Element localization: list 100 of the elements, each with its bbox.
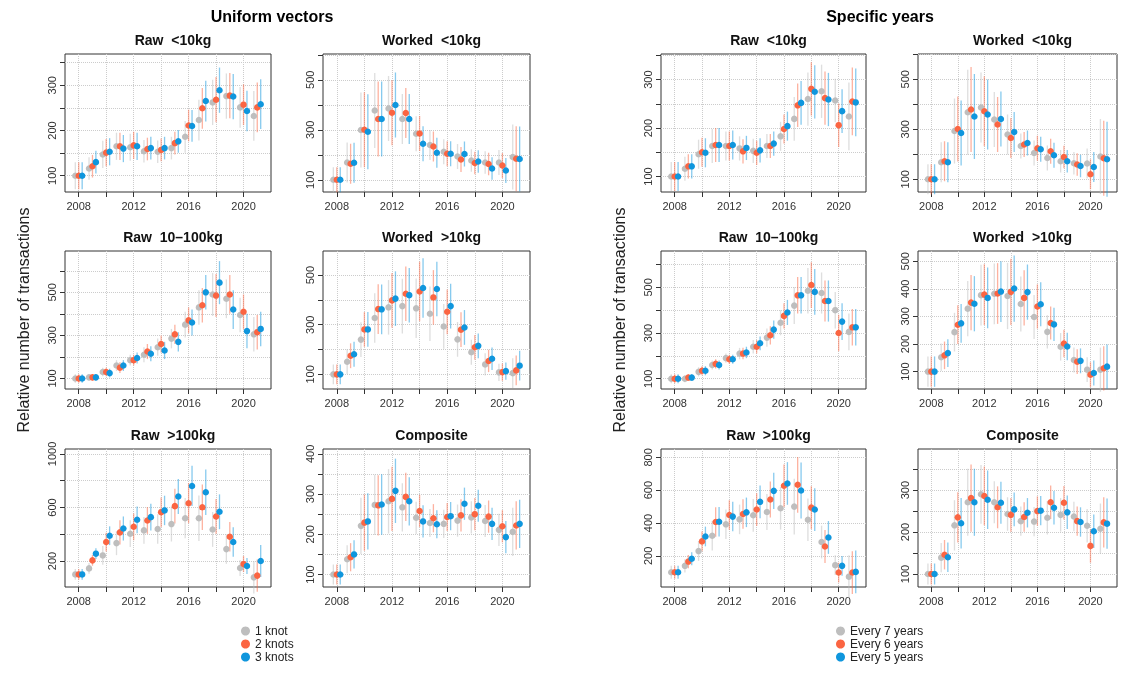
x-tick-label: 2012 <box>717 199 742 212</box>
chart-title: Raw >100kg <box>726 427 811 443</box>
y-tick-label: 300 <box>303 315 316 334</box>
text: Uniform vectors <box>210 8 334 26</box>
legend-label: 3 knots <box>255 650 294 664</box>
chart-title: Worked <10kg <box>382 32 481 48</box>
x-tick-label: 2008 <box>919 396 944 409</box>
chart-title: Worked <10kg <box>973 32 1072 48</box>
y-tick-label: 400 <box>303 444 316 464</box>
x-tick-label: 2008 <box>324 396 350 409</box>
y-tick-label: 200 <box>641 546 654 565</box>
x-tick-label: 2008 <box>66 396 91 409</box>
x-tick-label: 2020 <box>490 594 515 607</box>
y-tick-label: 500 <box>641 278 654 297</box>
x-tick-label: 2020 <box>1078 594 1103 607</box>
chart-title: Worked >10kg <box>973 229 1072 245</box>
x-tick-label: 2012 <box>379 199 405 212</box>
x-tick-label: 2012 <box>379 396 405 409</box>
y-tick-label: 300 <box>898 120 911 139</box>
y-axis-title: Relative number of transactions <box>610 207 628 433</box>
x-tick-label: 2016 <box>176 396 201 409</box>
y-tick-label: 100 <box>898 170 911 189</box>
x-tick-label: 2008 <box>662 594 687 607</box>
legend-label: Every 5 years <box>850 650 924 664</box>
y-tick-label: 100 <box>45 166 58 185</box>
y-tick-label: 300 <box>641 70 654 89</box>
y-tick-label: 500 <box>898 70 911 89</box>
x-tick-label: 2012 <box>379 594 405 607</box>
y-tick-label: 200 <box>45 121 58 140</box>
x-tick-label: 2008 <box>919 199 944 212</box>
x-tick-label: 2020 <box>231 199 256 212</box>
x-tick-label: 2012 <box>972 396 997 409</box>
y-tick-label: 100 <box>303 170 316 189</box>
chart-title: Composite <box>395 427 468 443</box>
legend-label: 2 knots <box>255 637 294 651</box>
x-tick-label: 2016 <box>434 199 460 212</box>
x-tick-label: 2016 <box>771 594 797 607</box>
y-tick-label: 800 <box>641 448 654 467</box>
x-tick-label: 2020 <box>490 199 515 212</box>
y-tick-label: 600 <box>641 481 654 500</box>
y-tick-label: 100 <box>303 365 316 384</box>
x-tick-label: 2016 <box>771 396 797 409</box>
x-tick-label: 2016 <box>176 199 201 212</box>
chart-title: Raw 10–100kg <box>718 229 819 245</box>
y-tick-label: 200 <box>641 118 654 138</box>
x-tick-label: 2012 <box>121 594 146 607</box>
x-tick-label: 2016 <box>1025 594 1050 607</box>
y-tick-label: 500 <box>898 252 911 271</box>
x-tick-label: 2020 <box>826 396 851 409</box>
chart-title: Composite <box>986 427 1059 443</box>
x-tick-label: 2020 <box>826 594 851 607</box>
x-tick-label: 2016 <box>771 199 797 212</box>
x-tick-label: 2016 <box>176 594 201 607</box>
legend-label: Every 6 years <box>850 637 924 651</box>
x-tick-label: 2012 <box>972 199 997 212</box>
x-tick-label: 2008 <box>662 199 687 212</box>
y-tick-label: 300 <box>898 480 911 500</box>
x-tick-label: 2008 <box>662 396 687 409</box>
y-tick-label: 100 <box>641 369 654 388</box>
y-tick-label: 100 <box>45 369 58 388</box>
x-tick-label: 2012 <box>717 594 742 607</box>
y-tick-label: 300 <box>898 307 911 326</box>
x-tick-label: 2016 <box>1025 396 1050 409</box>
chart-title: Raw >100kg <box>130 427 216 443</box>
chart-title: Raw 10–100kg <box>123 229 223 245</box>
y-tick-label: 400 <box>898 279 911 298</box>
x-tick-label: 2012 <box>121 199 146 212</box>
x-tick-label: 2016 <box>434 594 460 607</box>
y-tick-label: 200 <box>898 334 911 354</box>
x-tick-label: 2008 <box>66 199 91 212</box>
chart-title: Worked >10kg <box>382 229 481 245</box>
x-tick-label: 2020 <box>490 396 515 409</box>
y-tick-label: 300 <box>641 323 654 343</box>
x-tick-label: 2008 <box>919 594 944 607</box>
y-tick-label: 300 <box>45 326 58 345</box>
y-tick-label: 300 <box>45 76 58 95</box>
y-tick-label: 200 <box>303 525 316 544</box>
legend-label: 1 knot <box>255 624 289 638</box>
x-tick-label: 2020 <box>1078 199 1103 212</box>
y-tick-label: 500 <box>45 283 58 302</box>
y-tick-label: 1000 <box>45 441 58 467</box>
x-tick-label: 2016 <box>434 396 460 409</box>
y-tick-label: 300 <box>303 120 316 139</box>
chart-title: Raw <10kg <box>134 32 212 48</box>
y-tick-label: 500 <box>303 265 316 285</box>
x-tick-label: 2020 <box>231 396 256 409</box>
y-tick-label: 200 <box>45 551 58 571</box>
y-tick-label: 100 <box>898 564 911 584</box>
y-tick-label: 100 <box>898 362 911 381</box>
x-tick-label: 2020 <box>826 199 851 212</box>
y-axis-title: Relative number of transactions <box>14 207 32 433</box>
x-tick-label: 2012 <box>717 396 742 409</box>
x-tick-label: 2008 <box>324 594 350 607</box>
y-tick-label: 400 <box>641 513 654 533</box>
x-tick-label: 2008 <box>66 594 91 607</box>
x-tick-label: 2012 <box>121 396 146 409</box>
x-tick-label: 2012 <box>972 594 997 607</box>
y-tick-label: 100 <box>303 565 316 584</box>
x-tick-label: 2020 <box>1078 396 1103 409</box>
chart-title: Raw <10kg <box>730 32 807 48</box>
